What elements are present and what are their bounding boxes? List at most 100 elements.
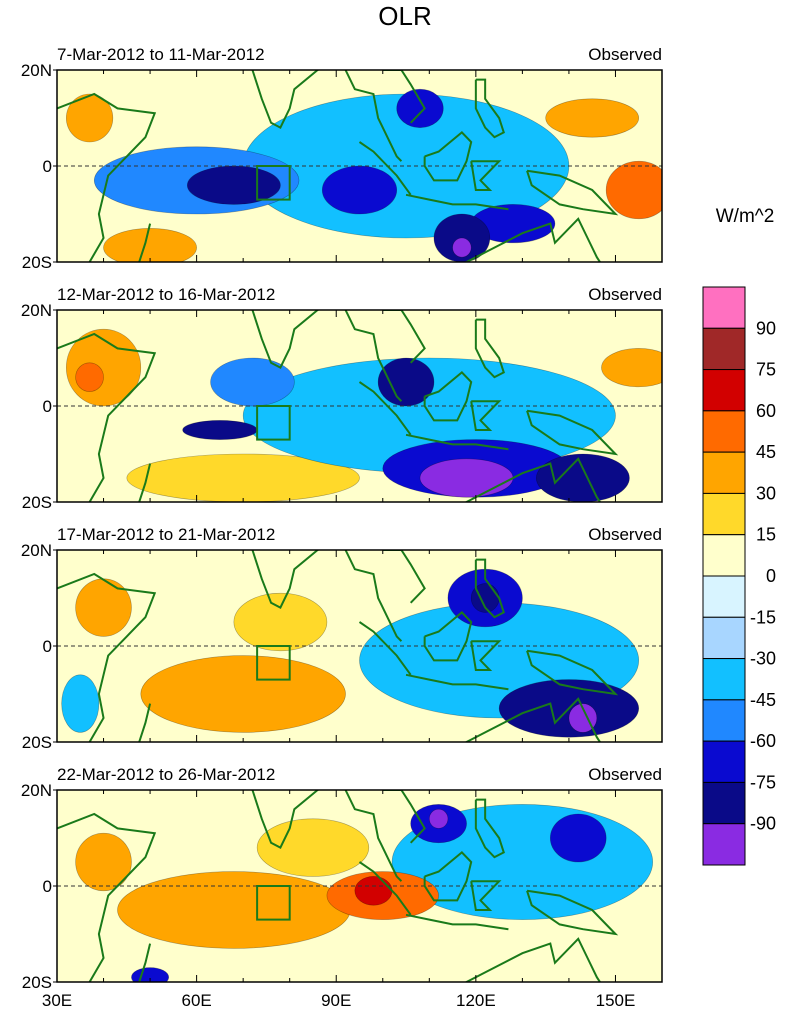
panel-period: 7-Mar-2012 to 11-Mar-2012 bbox=[57, 45, 265, 64]
contour-region bbox=[126, 453, 360, 502]
colorbar-swatch bbox=[702, 699, 746, 742]
coastline bbox=[474, 558, 505, 619]
lat-tick-label: 20N bbox=[21, 541, 52, 560]
coastline bbox=[470, 160, 502, 191]
coastline bbox=[138, 943, 152, 982]
contour-region bbox=[396, 88, 444, 128]
colorbar-label: -45 bbox=[750, 690, 776, 710]
lat-tick-label: 0 bbox=[43, 397, 52, 416]
panel-label: Observed bbox=[588, 285, 662, 304]
coastline bbox=[57, 572, 157, 742]
colorbar-swatch bbox=[702, 534, 746, 577]
lat-tick-label: 20N bbox=[21, 301, 52, 320]
coastline bbox=[250, 310, 403, 402]
panel-period: 12-Mar-2012 to 16-Mar-2012 bbox=[57, 285, 275, 304]
colorbar-swatch bbox=[702, 781, 746, 825]
lon-tick-label: 150E bbox=[596, 991, 636, 1010]
contour-region bbox=[377, 357, 435, 407]
coastline bbox=[405, 673, 509, 691]
lon-tick-label: 30E bbox=[42, 991, 72, 1010]
coastline bbox=[405, 433, 509, 451]
contour-region bbox=[75, 578, 132, 637]
coastline bbox=[382, 70, 426, 124]
contour-region bbox=[536, 453, 630, 502]
colorbar-label: -75 bbox=[750, 772, 776, 792]
lat-tick-label: 0 bbox=[43, 877, 52, 896]
contour-region bbox=[103, 228, 197, 262]
colorbar-label: 15 bbox=[756, 525, 776, 545]
colorbar-swatch bbox=[702, 369, 746, 412]
coastline bbox=[464, 457, 602, 502]
coastline bbox=[423, 371, 473, 422]
contour-region bbox=[321, 165, 398, 215]
colorbar-label: 75 bbox=[756, 360, 776, 380]
contour-region bbox=[66, 93, 114, 143]
lon-tick-label: 120E bbox=[456, 991, 496, 1010]
lat-tick-label: 20S bbox=[22, 973, 52, 992]
map-panel: 20N 0 20S 17-Mar-2012 to 21-Mar-2012 Observe… bbox=[21, 525, 663, 752]
coastline bbox=[470, 880, 502, 911]
panel-label: Observed bbox=[588, 525, 662, 544]
units-label: W/m^2 bbox=[716, 206, 775, 227]
coastline bbox=[423, 851, 473, 902]
contour-region bbox=[419, 458, 514, 498]
coastline bbox=[250, 70, 403, 162]
coastline bbox=[382, 790, 426, 844]
contour-region bbox=[601, 348, 662, 388]
lat-tick-label: 0 bbox=[43, 157, 52, 176]
coastline bbox=[250, 550, 403, 642]
panel-label: Observed bbox=[588, 765, 662, 784]
coastline bbox=[138, 703, 152, 742]
contour-region bbox=[117, 871, 351, 949]
coastline bbox=[526, 889, 619, 936]
colorbar-label: -60 bbox=[750, 731, 776, 751]
contour-region bbox=[233, 592, 328, 652]
region-box bbox=[256, 885, 291, 921]
coastline bbox=[57, 332, 157, 502]
colorbar-label: -15 bbox=[750, 607, 776, 627]
contour-region bbox=[605, 160, 662, 220]
region-box bbox=[256, 645, 291, 681]
coastline bbox=[470, 640, 502, 671]
coastline bbox=[474, 798, 505, 859]
colorbar-swatch bbox=[702, 327, 746, 371]
colorbar-label: 60 bbox=[756, 401, 776, 421]
panels: 20N 0 20S 7-Mar-2012 to 11-Mar-2012 Observed… bbox=[21, 45, 663, 992]
colorbar-label: 45 bbox=[756, 442, 776, 462]
coastline bbox=[358, 141, 412, 196]
contour-region bbox=[210, 357, 295, 407]
lat-tick-label: 20S bbox=[22, 493, 52, 512]
coastline bbox=[526, 169, 619, 216]
lon-tick-label: 60E bbox=[181, 991, 211, 1010]
contour-region bbox=[452, 237, 472, 258]
colorbar-swatch bbox=[702, 616, 746, 660]
contour-region bbox=[182, 420, 258, 440]
coastline bbox=[382, 310, 426, 364]
coastline bbox=[423, 611, 473, 662]
colorbar-label: 0 bbox=[766, 566, 776, 586]
figure-title: OLR bbox=[378, 1, 431, 31]
colorbar-swatch bbox=[702, 823, 746, 866]
coastline bbox=[474, 318, 505, 379]
contour-region bbox=[568, 703, 598, 733]
contour-region bbox=[75, 832, 132, 892]
coastline bbox=[526, 409, 619, 456]
coastline bbox=[464, 697, 602, 742]
colorbar-swatch bbox=[702, 286, 746, 329]
contour-region bbox=[545, 98, 640, 138]
colorbar-label: 30 bbox=[756, 483, 776, 503]
x-axis: 30E 60E 90E 120E 150E bbox=[42, 991, 635, 1010]
lat-tick-label: 20S bbox=[22, 733, 52, 752]
coastline bbox=[358, 861, 412, 916]
coastline bbox=[57, 92, 157, 262]
contour-region bbox=[140, 655, 346, 733]
coastline bbox=[470, 400, 502, 431]
map-panel: 20N 0 20S 22-Mar-2012 to 26-Mar-2012 Observe… bbox=[21, 765, 663, 992]
lat-tick-label: 20N bbox=[21, 61, 52, 80]
contour-region bbox=[75, 362, 104, 392]
coastline bbox=[358, 621, 412, 676]
colorbar-swatch bbox=[702, 492, 746, 536]
contour-region bbox=[131, 967, 169, 982]
panel-label: Observed bbox=[588, 45, 662, 64]
region-box bbox=[256, 405, 291, 441]
